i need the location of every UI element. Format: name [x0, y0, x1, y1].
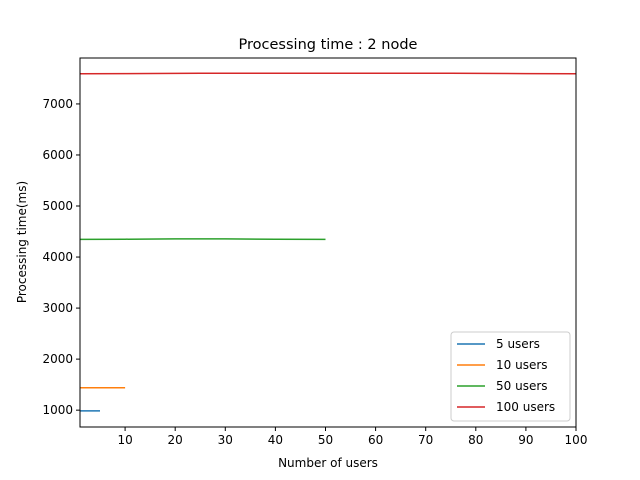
y-tick-label: 1000 [42, 403, 73, 417]
x-tick-label: 50 [318, 433, 333, 447]
y-tick-label: 7000 [42, 97, 73, 111]
y-tick-label: 5000 [42, 199, 73, 213]
x-tick-label: 10 [117, 433, 132, 447]
series-line-2 [79, 238, 326, 241]
x-tick-label: 60 [368, 433, 383, 447]
legend-label-1: 10 users [496, 358, 548, 372]
y-tick-label: 3000 [42, 301, 73, 315]
x-tick-label: 40 [268, 433, 283, 447]
legend-label-3: 100 users [496, 400, 555, 414]
legend: 5 users 10 users 50 users 100 users [450, 331, 571, 422]
x-tick-label: 20 [168, 433, 183, 447]
series-lines [79, 72, 577, 412]
plot-frame [79, 57, 577, 428]
x-tick-label: 100 [565, 433, 588, 447]
y-axis-title: Processing time(ms) [15, 181, 29, 303]
legend-label-0: 5 users [496, 337, 540, 351]
x-tick-label: 90 [518, 433, 533, 447]
series-line-3 [79, 72, 577, 75]
y-tick-label: 4000 [42, 250, 73, 264]
legend-frame [450, 331, 571, 422]
x-tick-label: 30 [218, 433, 233, 447]
x-axis-title: Number of users [278, 456, 378, 470]
x-tick-label: 70 [418, 433, 433, 447]
legend-label-2: 50 users [496, 379, 548, 393]
y-tick-label: 2000 [42, 352, 73, 366]
x-tick-label: 80 [468, 433, 483, 447]
chart-title: Processing time : 2 node [239, 37, 418, 53]
y-tick-label: 6000 [42, 148, 73, 162]
axis-ticks: 10 20 30 40 50 60 70 80 90 100 1000 2000 3000 4000 500… [42, 97, 587, 447]
